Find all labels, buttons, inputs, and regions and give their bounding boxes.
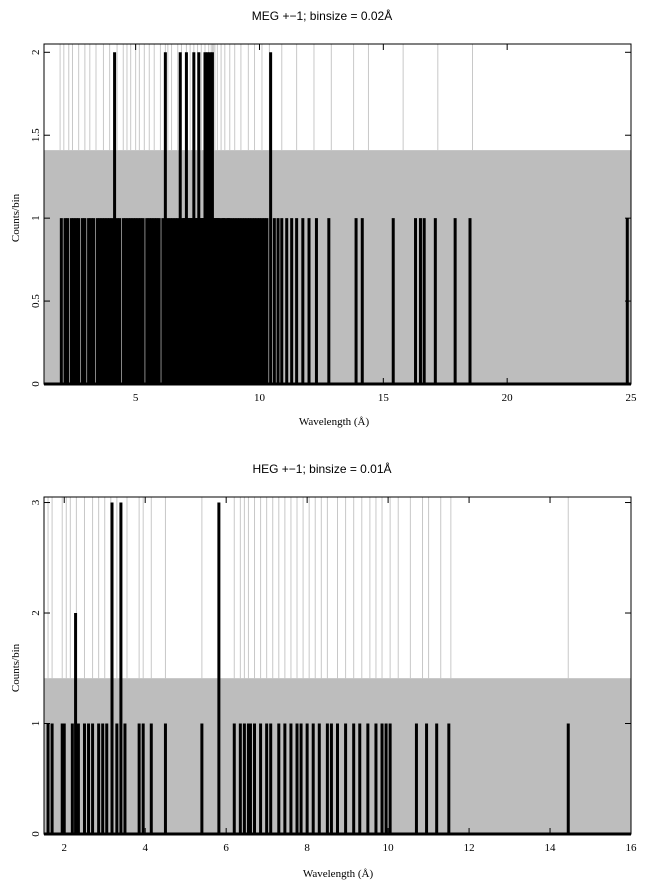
x-tick-label: 20	[502, 392, 514, 404]
x-axis-label: Wavelength (Å)	[299, 416, 370, 428]
chart-title: MEG +−1; binsize = 0.02Å	[252, 8, 392, 23]
x-tick-label: 12	[464, 842, 475, 854]
x-tick-label: 8	[304, 842, 310, 854]
y-tick-label: 2	[30, 50, 42, 56]
plot-frame	[43, 496, 632, 835]
x-axis-label: Wavelength (Å)	[303, 868, 374, 880]
meg-histogram-chart: MEG +−1; binsize = 0.02Å Wavelength (Å) …	[10, 8, 638, 428]
y-axis-label: Counts/bin	[10, 193, 22, 242]
chart-title: HEG +−1; binsize = 0.01Å	[252, 461, 391, 476]
x-tick-label: 6	[223, 842, 229, 854]
y-tick-label: 0	[30, 831, 42, 837]
plot-frame	[43, 43, 632, 385]
x-tick-label: 2	[61, 842, 67, 854]
y-tick-label: 1.5	[30, 128, 42, 142]
heg-histogram-chart: HEG +−1; binsize = 0.01Å Wavelength (Å) …	[10, 461, 638, 880]
y-tick-label: 1	[30, 215, 42, 221]
y-tick-label: 0.5	[30, 294, 42, 308]
x-tick-label: 10	[383, 842, 395, 854]
x-tick-label: 5	[133, 392, 139, 404]
x-tick-label: 4	[142, 842, 148, 854]
y-axis-label: Counts/bin	[10, 643, 22, 692]
meg-chart-panel: MEG +−1; binsize = 0.02Å Wavelength (Å) …	[0, 0, 649, 440]
x-tick-label: 14	[545, 842, 557, 854]
y-tick-label: 1	[30, 721, 42, 727]
y-tick-label: 3	[30, 499, 42, 505]
y-tick-label: 0	[30, 381, 42, 387]
y-tick-label: 2	[30, 610, 42, 616]
x-tick-label: 10	[254, 392, 266, 404]
x-tick-label: 15	[378, 392, 390, 404]
x-tick-label: 25	[626, 392, 638, 404]
heg-chart-panel: HEG +−1; binsize = 0.01Å Wavelength (Å) …	[0, 450, 649, 891]
x-tick-label: 16	[626, 842, 638, 854]
